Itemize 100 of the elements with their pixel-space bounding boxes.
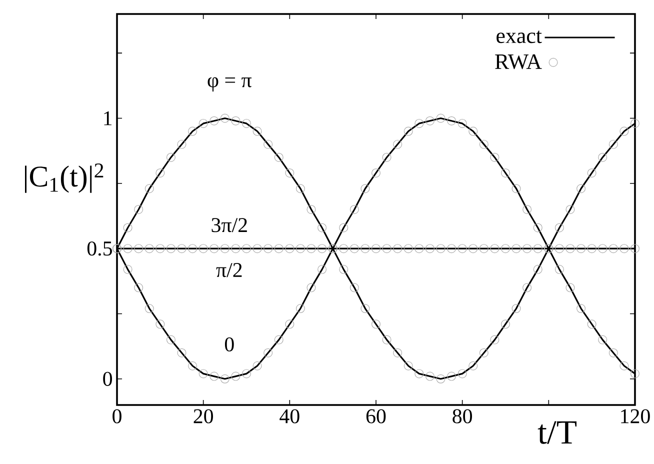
legend-label: RWA bbox=[495, 54, 542, 70]
point bbox=[500, 320, 510, 329]
point bbox=[436, 244, 446, 254]
point bbox=[274, 152, 284, 162]
point bbox=[458, 244, 467, 254]
point bbox=[404, 361, 413, 370]
point bbox=[425, 116, 434, 126]
point bbox=[350, 244, 359, 254]
point bbox=[210, 244, 219, 254]
point bbox=[210, 372, 219, 381]
point bbox=[371, 168, 380, 178]
point bbox=[231, 244, 240, 254]
point bbox=[264, 244, 273, 254]
point bbox=[566, 283, 575, 292]
point bbox=[404, 126, 413, 136]
x-tick-label: 80 bbox=[452, 409, 472, 424]
point bbox=[458, 369, 467, 378]
y-tick-label: 1 bbox=[104, 111, 112, 126]
point bbox=[436, 374, 446, 384]
point bbox=[339, 223, 348, 232]
annotation: 0 bbox=[224, 337, 234, 352]
point bbox=[447, 372, 456, 381]
point bbox=[177, 140, 186, 149]
point bbox=[166, 335, 176, 344]
point bbox=[608, 348, 618, 358]
point bbox=[630, 118, 640, 128]
point bbox=[274, 244, 284, 254]
point bbox=[306, 283, 316, 292]
point bbox=[306, 204, 316, 214]
point bbox=[264, 348, 273, 358]
point bbox=[500, 168, 510, 178]
point bbox=[166, 152, 176, 162]
point bbox=[458, 118, 467, 128]
point bbox=[468, 361, 478, 370]
point bbox=[468, 244, 478, 254]
point bbox=[144, 244, 154, 254]
point bbox=[274, 335, 284, 344]
point bbox=[404, 244, 413, 254]
point bbox=[468, 126, 478, 136]
point bbox=[123, 264, 132, 274]
point bbox=[414, 118, 424, 128]
point bbox=[554, 264, 564, 274]
point bbox=[425, 372, 434, 381]
point bbox=[382, 152, 392, 162]
point bbox=[188, 126, 198, 136]
point bbox=[210, 116, 219, 126]
point bbox=[360, 184, 370, 194]
point bbox=[360, 304, 370, 314]
point bbox=[177, 244, 186, 254]
point bbox=[490, 152, 500, 162]
x-tick-label: 40 bbox=[280, 409, 300, 424]
point bbox=[598, 335, 608, 344]
point bbox=[576, 184, 586, 194]
point bbox=[296, 304, 305, 314]
y-axis-title: |C$_{1}$(t)|$^{2}$ bbox=[25, 164, 104, 193]
point bbox=[414, 369, 424, 378]
point bbox=[318, 264, 327, 274]
point bbox=[198, 369, 208, 378]
point bbox=[522, 283, 532, 292]
point bbox=[393, 348, 402, 358]
point bbox=[587, 244, 596, 254]
point bbox=[123, 244, 132, 254]
point bbox=[123, 223, 132, 232]
point bbox=[156, 168, 165, 178]
point bbox=[576, 244, 586, 254]
point bbox=[414, 244, 424, 254]
point bbox=[554, 244, 564, 254]
point bbox=[500, 244, 510, 254]
point bbox=[512, 244, 521, 254]
point bbox=[318, 223, 327, 232]
point bbox=[144, 184, 154, 194]
point bbox=[371, 244, 380, 254]
point bbox=[306, 244, 316, 254]
point bbox=[350, 283, 359, 292]
point bbox=[318, 244, 327, 254]
point bbox=[285, 168, 294, 178]
point bbox=[339, 244, 348, 254]
point bbox=[436, 114, 446, 123]
point bbox=[587, 320, 596, 329]
point bbox=[198, 118, 208, 128]
point bbox=[479, 348, 488, 358]
point bbox=[447, 116, 456, 126]
point bbox=[242, 244, 251, 254]
annotation: φ = π bbox=[208, 77, 252, 92]
point bbox=[156, 320, 165, 329]
point bbox=[220, 374, 230, 384]
point bbox=[490, 335, 500, 344]
point bbox=[620, 244, 629, 254]
x-axis-title: t/T bbox=[538, 421, 576, 444]
annotation: π/2 bbox=[216, 263, 242, 278]
point bbox=[252, 361, 262, 370]
x-tick-label: 60 bbox=[366, 409, 386, 424]
point bbox=[134, 204, 144, 214]
point bbox=[382, 244, 392, 254]
point bbox=[598, 152, 608, 162]
point bbox=[220, 114, 230, 123]
point bbox=[371, 320, 380, 329]
point bbox=[620, 126, 629, 136]
point bbox=[285, 320, 294, 329]
point bbox=[296, 244, 305, 254]
